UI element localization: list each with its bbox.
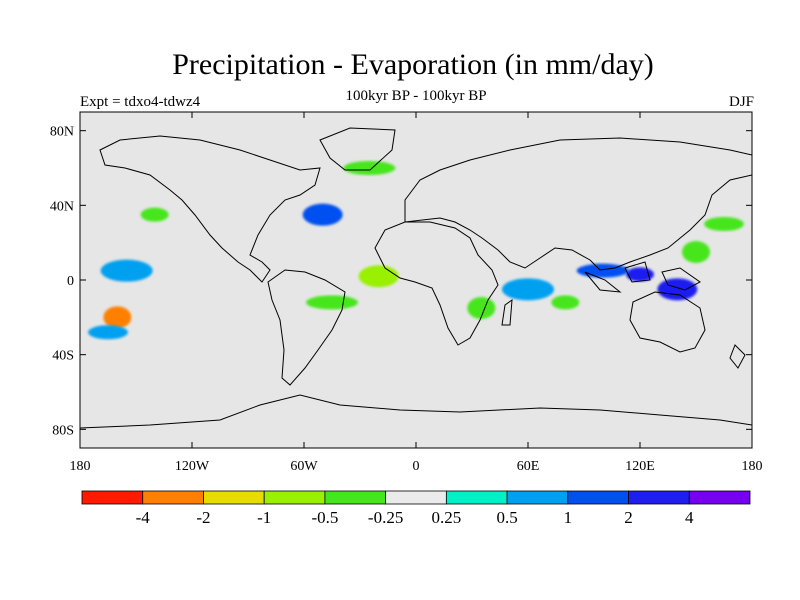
anomaly-region bbox=[467, 297, 496, 319]
anomaly-region bbox=[140, 207, 169, 222]
lat-tick-label: 80N bbox=[50, 125, 74, 140]
colorbar-label: 0.5 bbox=[496, 508, 517, 527]
colorbar-label: 1 bbox=[564, 508, 573, 527]
lat-tick-label: 40S bbox=[52, 349, 74, 364]
colorbar-label: 0.25 bbox=[431, 508, 461, 527]
colorbar-swatch bbox=[81, 490, 144, 505]
colorbar: -4 -2 -1 -0.5 -0.25 0.25 0.5 1 2 4 bbox=[81, 490, 751, 527]
colorbar-swatch bbox=[324, 490, 387, 505]
anomaly-region bbox=[682, 241, 710, 263]
anomaly-region bbox=[100, 259, 153, 282]
lon-tick-label: 60E bbox=[517, 459, 540, 474]
lat-tick-label: 40N bbox=[50, 199, 74, 214]
lon-tick-label: 60W bbox=[290, 459, 318, 474]
map-axes: 80N 40N 0 40S 80S 180 120W 60W 0 60E 120E 180 bbox=[50, 112, 763, 474]
colorbar-label: -2 bbox=[196, 508, 210, 527]
colorbar-swatch bbox=[385, 490, 447, 505]
anomaly-region bbox=[306, 295, 358, 310]
colorbar-swatch bbox=[506, 490, 569, 505]
colorbar-swatch bbox=[628, 490, 690, 505]
colorbar-label: -1 bbox=[257, 508, 271, 527]
colorbar-swatch bbox=[142, 490, 204, 505]
anomaly-region bbox=[103, 306, 132, 329]
anomaly-region bbox=[704, 217, 744, 231]
lat-tick-label: 80S bbox=[52, 423, 74, 438]
colorbar-swatch bbox=[203, 490, 265, 505]
colorbar-swatch bbox=[445, 490, 508, 505]
coastlines bbox=[80, 127, 752, 429]
anomaly-region bbox=[302, 203, 343, 226]
anomaly-region bbox=[88, 325, 128, 340]
lon-tick-label: 180 bbox=[70, 459, 91, 474]
anomaly-region bbox=[551, 295, 580, 310]
lon-tick-label: 0 bbox=[413, 459, 420, 474]
chart-subtitle: 100kyr BP - 100kyr BP bbox=[345, 88, 487, 104]
anomaly-region bbox=[343, 161, 396, 175]
colorbar-swatch bbox=[688, 490, 751, 505]
experiment-label: Expt = tdxo4-tdwz4 bbox=[80, 94, 201, 110]
colorbar-label: -0.25 bbox=[368, 508, 403, 527]
anomaly-region bbox=[358, 265, 399, 288]
colorbar-swatch bbox=[567, 490, 629, 505]
lon-tick-label: 120W bbox=[175, 459, 210, 474]
colorbar-label: 2 bbox=[624, 508, 633, 527]
lon-tick-label: 180 bbox=[742, 459, 763, 474]
chart-title: Precipitation - Evaporation (in mm/day) bbox=[172, 48, 654, 81]
lon-tick-label: 120E bbox=[625, 459, 655, 474]
season-label: DJF bbox=[728, 94, 754, 110]
anomaly-region bbox=[502, 278, 554, 301]
map-background bbox=[80, 112, 752, 448]
anomaly-region bbox=[657, 278, 698, 301]
lat-tick-label: 0 bbox=[67, 274, 74, 289]
colorbar-label: -4 bbox=[136, 508, 151, 527]
colorbar-label: 4 bbox=[685, 508, 694, 527]
colorbar-swatch bbox=[263, 490, 326, 505]
colorbar-label: -0.5 bbox=[311, 508, 338, 527]
